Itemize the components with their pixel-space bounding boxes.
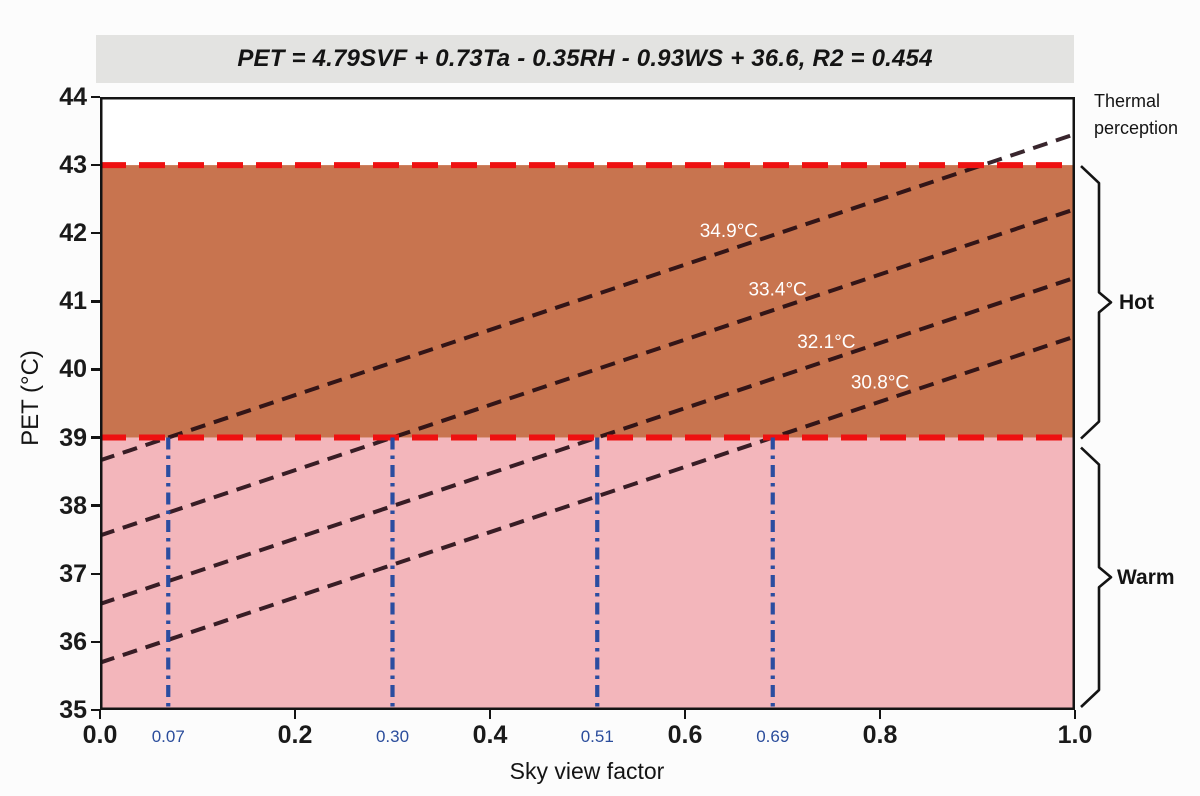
plot-border [100,97,1075,710]
x-tick-label: 1.0 [1057,721,1093,749]
y-tick-label: 37 [59,559,87,588]
svf-marker-label: 0.30 [375,727,410,746]
x-tick-mark [683,710,687,719]
y-tick-mark [91,708,100,712]
iso-line-label: 33.4°C [748,280,806,301]
legend-title-line1: Thermal [1094,91,1161,111]
y-tick-mark [91,95,100,99]
x-tick-mark [1073,710,1077,719]
y-tick-mark [91,231,100,235]
y-tick-mark [91,300,100,303]
equation-text: PET = 4.79SVF + 0.73Ta - 0.35RH - 0.93WS… [237,45,933,72]
iso-line-30.8°C [100,334,1075,665]
x-tick-label: 0.8 [862,721,898,749]
y-tick-label: 40 [59,355,87,384]
x-tick-label: 0.4 [472,721,508,749]
iso-line-34.9°C [100,132,1075,463]
y-tick-label: 38 [59,491,87,520]
y-tick-mark [91,368,100,371]
equation-banner: PET = 4.79SVF + 0.73Ta - 0.35RH - 0.93WS… [96,35,1074,83]
y-tick-label: 41 [59,287,87,316]
y-tick-label: 44 [59,83,87,111]
zone-label-warm: Warm [1117,566,1175,590]
iso-line-label: 34.9°C [700,221,758,242]
svf-marker-label: 0.69 [756,727,790,746]
brace-warm [1080,446,1113,708]
x-tick-label: 0.2 [277,721,313,749]
iso-line-33.4°C [100,207,1075,538]
y-tick-label: 39 [59,423,87,452]
legend-title: Thermal perception [1094,88,1178,142]
y-tick-mark [91,163,100,167]
iso-line-32.1°C [100,275,1075,606]
y-tick-mark [91,640,100,644]
svf-marker-label: 0.07 [151,727,185,746]
x-tick-mark [878,710,882,719]
y-tick-mark [91,436,100,439]
y-tick-label: 42 [59,219,87,248]
zone-band-hot [100,165,1075,438]
y-tick-mark [91,504,100,507]
x-tick-label: 0.6 [667,721,703,749]
x-tick-mark [98,710,102,719]
zone-band-warm [100,437,1075,710]
x-tick-mark [293,710,297,719]
iso-line-label: 32.1°C [797,332,855,353]
svf-marker-label: 0.51 [580,727,614,746]
y-tick-label: 35 [59,696,87,724]
x-axis-title: Sky view factor [509,758,665,784]
legend-title-line2: perception [1094,118,1179,138]
zone-label-hot: Hot [1119,291,1154,315]
x-tick-label: 0.0 [82,721,118,749]
y-tick-mark [91,572,100,576]
x-tick-mark [488,710,492,719]
y-tick-label: 36 [59,627,87,656]
y-tick-label: 43 [59,151,87,180]
brace-hot [1080,165,1113,440]
y-axis-title: PET (°C) [17,350,44,446]
iso-line-label: 30.8°C [851,373,909,394]
plot-area: 34.9°C 33.4°C 32.1°C 30.8°C [100,97,1075,710]
